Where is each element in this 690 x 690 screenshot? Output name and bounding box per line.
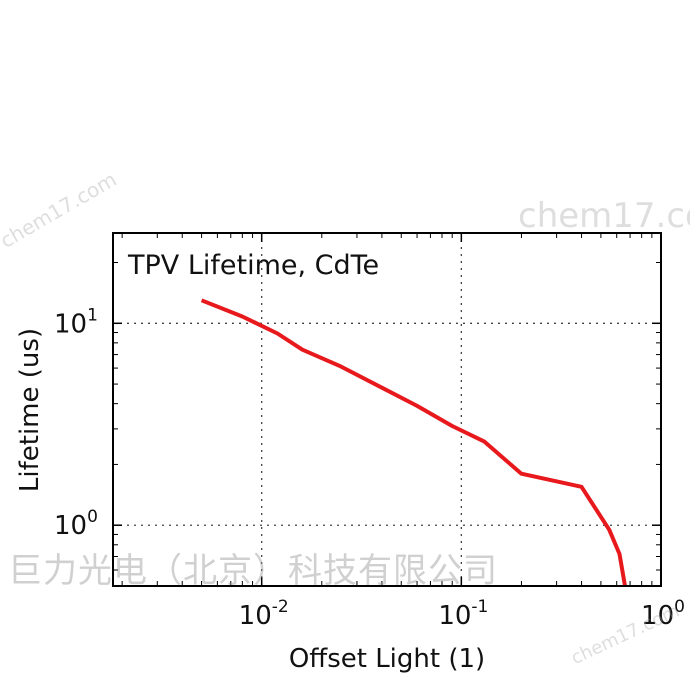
x-axis-title: Offset Light (1)	[289, 644, 485, 674]
tick-layer: 10-2 10-1 100 100 101	[54, 233, 685, 631]
grid-layer	[113, 233, 661, 586]
plot-frame	[112, 232, 662, 587]
watermark-top-right: chem17.co	[518, 196, 690, 236]
y-tick-label: 101	[54, 305, 98, 339]
y-tick-label: 100	[54, 507, 98, 541]
x-tick-label: 10-1	[438, 597, 488, 631]
chart-title: TPV Lifetime, CdTe	[127, 250, 379, 281]
y-axis-title: Lifetime (us)	[15, 328, 45, 492]
series-layer	[200, 298, 627, 587]
watermark-company: 巨力光电（北京）科技有限公司	[8, 551, 498, 591]
x-tick-label: 100	[641, 597, 685, 631]
x-tick-label: 10-2	[239, 597, 289, 631]
series-line	[200, 298, 627, 587]
